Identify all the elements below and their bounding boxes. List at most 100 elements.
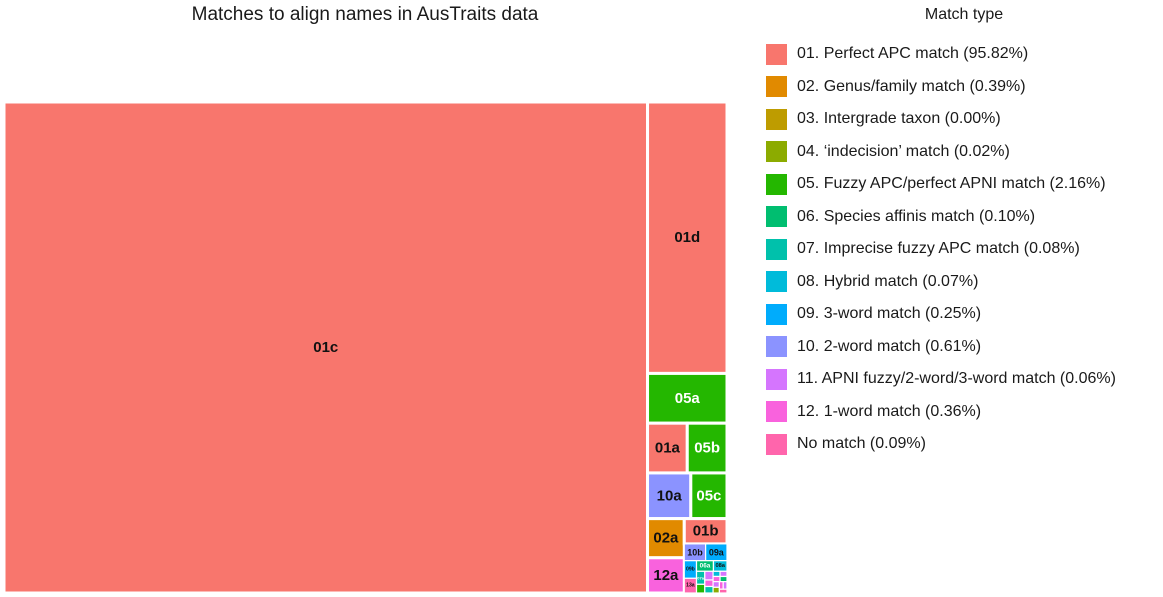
legend-label: No match (0.09%) (797, 435, 926, 452)
legend-item: 10. 2-word match (0.61%) (766, 335, 981, 359)
treemap-tile-label: 08a (715, 563, 725, 569)
treemap: 01c 01d 05a 01a 05b 10a 05c 02a 12a 01b 10b 09a 09b 1… (2, 100, 729, 595)
legend-item: 05. Fuzzy APC/perfect APNI match (2.16%) (766, 172, 1106, 196)
treemap-tile (712, 581, 721, 588)
treemap-tile: 01b (682, 517, 729, 546)
treemap-tile-label: 01a (655, 440, 681, 457)
legend-label: 01. Perfect APC match (95.82%) (797, 45, 1029, 62)
treemap-tile: 05b (685, 421, 729, 475)
legend-swatch (766, 368, 787, 390)
treemap-tile: 09a (705, 543, 728, 562)
treemap-tile (712, 586, 721, 594)
legend-label: 09. 3-word match (0.25%) (797, 305, 982, 322)
legend-item: 02. Genus/family match (0.39%) (766, 75, 1026, 99)
legend-label: 11. APNI fuzzy/2-word/3-word match (0.06… (797, 370, 1116, 387)
treemap-tile: 06a (695, 560, 715, 572)
treemap-tile-rect (719, 570, 728, 578)
treemap-tile: 02a (646, 517, 686, 560)
treemap-tile (704, 585, 714, 594)
treemap-tile: 01c (2, 100, 650, 595)
legend-item: 01. Perfect APC match (95.82%) (766, 42, 1028, 66)
legend-item: No match (0.09%) (766, 432, 926, 456)
treemap-tile-rect (719, 575, 728, 583)
treemap-tile (712, 570, 721, 578)
treemap-tile-rect (712, 586, 721, 594)
treemap-tile-label: 06a (700, 563, 711, 570)
treemap-tile-rect (704, 585, 714, 594)
legend-label: 08. Hybrid match (0.07%) (797, 272, 979, 290)
legend-label: 06. Species affinis match (0.10%) (797, 207, 1036, 225)
treemap-tile: 10a (646, 471, 693, 521)
treemap-tile (718, 588, 728, 594)
treemap-tile (704, 570, 714, 581)
legend-item: 08. Hybrid match (0.07%) (766, 270, 978, 294)
treemap-tile-label: 02a (653, 530, 679, 547)
legend-label: 05. Fuzzy APC/perfect APNI match (2.16%) (797, 175, 1106, 192)
treemap-tile-rect (695, 583, 706, 594)
legend-label: 02. Genus/family match (0.39%) (797, 77, 1026, 95)
treemap-tile-label: 12a (653, 567, 679, 584)
legend-swatch (766, 206, 787, 227)
treemap-tile-rect (718, 588, 728, 594)
legend-swatch (766, 433, 787, 455)
legend-swatch (766, 336, 787, 357)
treemap-tile (704, 579, 714, 588)
legend-swatch (766, 238, 787, 260)
treemap-tile-label: 01d (674, 229, 700, 246)
treemap-tile-rect (646, 371, 729, 425)
legend-swatch (766, 401, 787, 422)
treemap-tile-label: 09b (686, 567, 695, 573)
legend-label: 10. 2-word match (0.61%) (797, 337, 982, 355)
treemap-tile: 08a (712, 560, 728, 572)
treemap-tile: 09b (683, 560, 698, 579)
legend-item: 06. Species affinis match (0.10%) (766, 205, 1035, 229)
treemap-tile (719, 570, 728, 578)
treemap-tile-label: 07a (697, 575, 704, 580)
treemap-tile-rect (646, 471, 693, 521)
treemap-tile-label: 05b (694, 440, 720, 457)
legend-swatch (766, 76, 787, 97)
treemap-tile-label: 05a (675, 390, 701, 407)
legend-item: 03. Intergrade taxon (0.00%) (766, 107, 1001, 131)
legend-item: 12. 1-word match (0.36%) (766, 400, 981, 424)
treemap-tile-rect (712, 570, 721, 578)
treemap-tile (712, 575, 721, 583)
legend-swatch (766, 108, 787, 130)
chart-title: Matches to align names in AusTraits data (191, 4, 539, 25)
legend-label: 07. Imprecise fuzzy APC match (0.08%) (797, 240, 1080, 257)
legend-swatch (766, 43, 787, 65)
treemap-tile-rect (712, 581, 721, 588)
treemap-tile: 10b (683, 543, 707, 562)
treemap-tile-rect (704, 570, 714, 581)
treemap-tile-label: 05c (696, 487, 721, 504)
legend-item: 09. 3-word match (0.25%) (766, 302, 981, 326)
treemap-tile-label: 01c (313, 339, 338, 356)
treemap-tile-label: 01b (693, 523, 719, 540)
treemap-tile (695, 583, 706, 594)
legend-swatch (766, 271, 787, 292)
legend-swatch (766, 173, 787, 195)
treemap-tile-rect (712, 575, 721, 583)
treemap-tile: 07a (695, 570, 706, 585)
legend-swatch (766, 141, 787, 162)
treemap-tile-rect (704, 579, 714, 588)
treemap-tile (722, 581, 728, 590)
legend-item: 11. APNI fuzzy/2-word/3-word match (0.06… (766, 367, 1116, 391)
legend-item: 07. Imprecise fuzzy APC match (0.08%) (766, 237, 1080, 261)
treemap-tile (719, 575, 728, 583)
treemap-tile-rect (689, 471, 729, 521)
treemap-tile-rect (646, 556, 686, 595)
treemap-tile: 05a (646, 371, 729, 425)
treemap-tile: 01d (646, 100, 729, 375)
treemap-tile: 01a (646, 421, 689, 475)
treemap-tile: 13a (683, 577, 698, 594)
treemap-tile-label: 10b (687, 547, 703, 557)
treemap-tile: 05c (689, 471, 729, 521)
treemap-tile: 12a (646, 556, 686, 595)
legend-item: 04. ‘indecision’ match (0.02%) (766, 140, 1010, 164)
treemap-tile-label: 10a (657, 487, 683, 504)
legend-label: 12. 1-word match (0.36%) (797, 402, 982, 420)
treemap-tile-label: 13a (686, 583, 695, 589)
legend-title: Match type (924, 6, 1004, 23)
legend-swatch (766, 303, 787, 325)
